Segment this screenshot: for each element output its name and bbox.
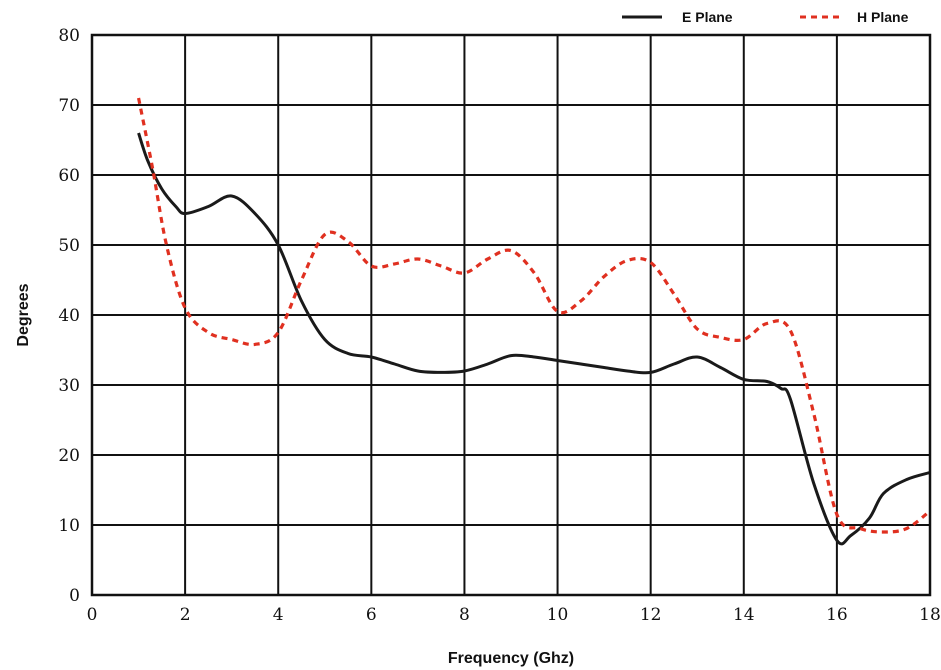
series-layer [136,97,931,546]
x-tick-label-10: 10 [547,605,569,625]
legend-label-h-plane: H Plane [857,9,909,25]
x-tick-label-16: 16 [826,605,848,625]
plot-frame [90,33,932,597]
x-tick-label-12: 12 [640,605,662,625]
legend-label-e-plane: E Plane [682,9,733,25]
y-tick-label-0: 0 [69,586,80,606]
y-axis-label: Degrees [15,283,32,346]
x-tick-label-2: 2 [180,605,191,625]
x-axis-label: Frequency (Ghz) [448,650,574,667]
x-tick-label-4: 4 [273,605,284,625]
y-tick-label-20: 20 [58,446,80,466]
x-tick-label-18: 18 [919,605,941,625]
y-tick-label-60: 60 [58,166,80,186]
x-tick-label-14: 14 [733,605,755,625]
y-tick-label-70: 70 [58,96,80,116]
grid [91,34,931,596]
series-line-e-plane [137,132,931,546]
y-tick-label-50: 50 [58,236,80,256]
legend: E Plane H Plane [622,9,909,25]
y-tick-label-80: 80 [58,26,80,46]
x-tick-label-0: 0 [87,605,98,625]
tick-labels: 0 2 4 6 8 10 12 14 16 18 0 10 20 30 40 50 60 70 80 [58,26,940,625]
x-tick-label-6: 6 [366,605,377,625]
y-tick-label-30: 30 [58,376,80,396]
y-tick-label-10: 10 [58,516,80,536]
y-tick-label-40: 40 [58,306,80,326]
x-tick-label-8: 8 [459,605,470,625]
series-line-h-plane [136,97,931,534]
